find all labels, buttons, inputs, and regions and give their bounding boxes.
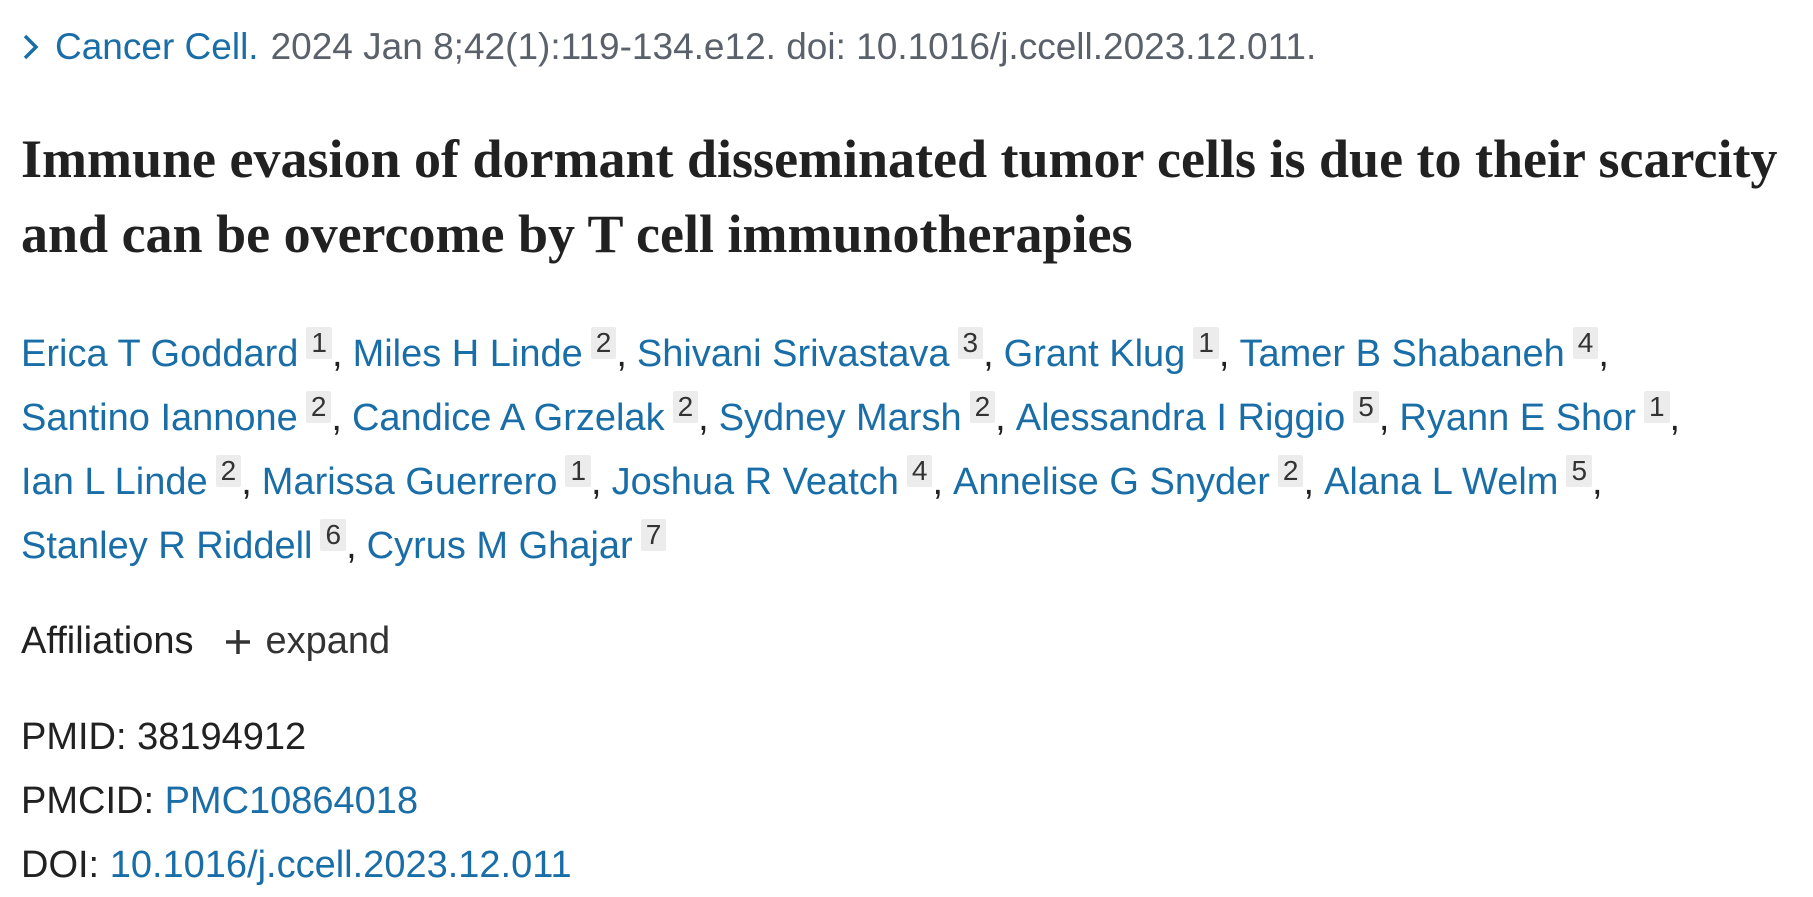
- author: Stanley R Riddell 6,: [21, 514, 357, 578]
- author-name[interactable]: Annelise G Snyder: [953, 461, 1270, 503]
- expand-label: expand: [265, 620, 391, 662]
- chevron-icon[interactable]: [21, 32, 41, 62]
- author: Joshua R Veatch 4,: [612, 450, 943, 514]
- identifier-label: DOI:: [21, 844, 100, 886]
- separator: ,: [616, 333, 627, 375]
- identifier-link[interactable]: 10.1016/j.ccell.2023.12.011: [109, 844, 572, 886]
- separator: ,: [698, 397, 709, 439]
- separator: ,: [932, 461, 944, 503]
- author-name[interactable]: Stanley R Riddell: [21, 525, 313, 567]
- separator: ,: [1218, 333, 1230, 375]
- author-name[interactable]: Candice A Grzelak: [351, 397, 665, 439]
- affiliations: Affiliations expand: [21, 620, 390, 663]
- identifier-value: 38194912: [137, 716, 307, 758]
- identifier-row: PMCID: PMC10864018: [21, 769, 572, 833]
- citation-line: Cancer Cell. 2024 Jan 8;42(1):119-134.e1…: [21, 26, 1316, 68]
- author: Ryann E Shor 1,: [1399, 386, 1680, 450]
- affiliation-number[interactable]: 1: [565, 455, 592, 487]
- affiliation-number[interactable]: 1: [1643, 391, 1670, 423]
- author-list: Erica T Goddard 1, Miles H Linde 2, Shivani …: [21, 322, 1781, 578]
- author-name[interactable]: Ryann E Shor: [1399, 397, 1636, 439]
- affiliation-number[interactable]: 3: [957, 327, 984, 359]
- separator: ,: [241, 461, 252, 503]
- separator: ,: [995, 397, 1006, 439]
- author-name[interactable]: Marissa Guerrero: [261, 461, 558, 503]
- separator: ,: [1378, 397, 1390, 439]
- author: Cyrus M Ghajar 7: [367, 514, 667, 578]
- author: Shivani Srivastava 3,: [637, 322, 994, 386]
- affiliation-number[interactable]: 4: [906, 455, 933, 487]
- author: Alessandra I Riggio 5,: [1015, 386, 1390, 450]
- expand-button[interactable]: expand: [224, 620, 391, 663]
- plus-icon: [225, 629, 250, 654]
- author: Alana L Welm 5,: [1324, 450, 1603, 514]
- author: Sydney Marsh 2,: [719, 386, 1006, 450]
- author-name[interactable]: Ian L Linde: [21, 461, 208, 503]
- author-name[interactable]: Alessandra I Riggio: [1015, 397, 1346, 439]
- author-name[interactable]: Tamer B Shabaneh: [1239, 333, 1565, 375]
- identifier-link[interactable]: PMC10864018: [164, 780, 419, 822]
- author: Ian L Linde 2,: [21, 450, 252, 514]
- affiliation-number[interactable]: 1: [1193, 327, 1219, 359]
- author-name[interactable]: Sydney Marsh: [718, 397, 962, 439]
- separator: ,: [1303, 461, 1315, 503]
- separator: ,: [1592, 461, 1603, 503]
- affiliation-number[interactable]: 5: [1353, 391, 1379, 423]
- author-name[interactable]: Shivani Srivastava: [636, 333, 950, 375]
- affiliation-number[interactable]: 2: [590, 327, 617, 359]
- author-name[interactable]: Joshua R Veatch: [611, 461, 899, 503]
- article-title: Immune evasion of dormant disseminated t…: [21, 129, 1778, 264]
- separator: ,: [331, 397, 342, 439]
- identifier-label: PMID:: [21, 716, 127, 758]
- affiliation-number[interactable]: 6: [320, 519, 347, 551]
- author: Grant Klug 1,: [1003, 322, 1230, 386]
- author-name[interactable]: Alana L Welm: [1324, 461, 1559, 503]
- author: Annelise G Snyder 2,: [953, 450, 1314, 514]
- journal-link[interactable]: Cancer Cell.: [55, 26, 259, 67]
- separator: ,: [591, 461, 602, 503]
- affiliation-number[interactable]: 1: [306, 327, 332, 359]
- author-name[interactable]: Miles H Linde: [352, 333, 583, 375]
- separator: ,: [983, 333, 994, 375]
- identifiers: PMID: 38194912 PMCID: PMC10864018 DOI: 10.…: [21, 705, 572, 897]
- affiliation-number[interactable]: 2: [969, 391, 996, 423]
- author: Tamer B Shabaneh 4,: [1239, 322, 1609, 386]
- author: Miles H Linde 2,: [353, 322, 627, 386]
- citation: 2024 Jan 8;42(1):119-134.e12. doi: 10.10…: [270, 26, 1317, 67]
- separator: ,: [1669, 397, 1681, 439]
- author: Marissa Guerrero 1,: [262, 450, 602, 514]
- identifier-label: PMCID:: [21, 780, 154, 822]
- author-name[interactable]: Grant Klug: [1003, 333, 1186, 375]
- affiliation-number[interactable]: 5: [1566, 455, 1593, 487]
- author-name[interactable]: Santino Iannone: [21, 397, 298, 439]
- identifier-row: PMID: 38194912: [21, 705, 572, 769]
- author: Candice A Grzelak 2,: [352, 386, 709, 450]
- separator: ,: [332, 333, 343, 375]
- affiliation-number[interactable]: 2: [1277, 455, 1304, 487]
- affiliation-number[interactable]: 4: [1572, 327, 1599, 359]
- author-name[interactable]: Erica T Goddard: [21, 333, 299, 375]
- author: Santino Iannone 2,: [21, 386, 342, 450]
- affiliation-number[interactable]: 2: [305, 391, 332, 423]
- affiliation-number[interactable]: 7: [640, 519, 667, 551]
- author: Erica T Goddard 1,: [21, 322, 343, 386]
- affiliations-label: Affiliations: [21, 620, 194, 662]
- affiliation-number[interactable]: 2: [215, 455, 242, 487]
- separator: ,: [346, 525, 357, 567]
- separator: ,: [1598, 333, 1609, 375]
- author-name[interactable]: Cyrus M Ghajar: [366, 525, 633, 567]
- identifier-row: DOI: 10.1016/j.ccell.2023.12.011: [21, 833, 572, 897]
- affiliation-number[interactable]: 2: [672, 391, 699, 423]
